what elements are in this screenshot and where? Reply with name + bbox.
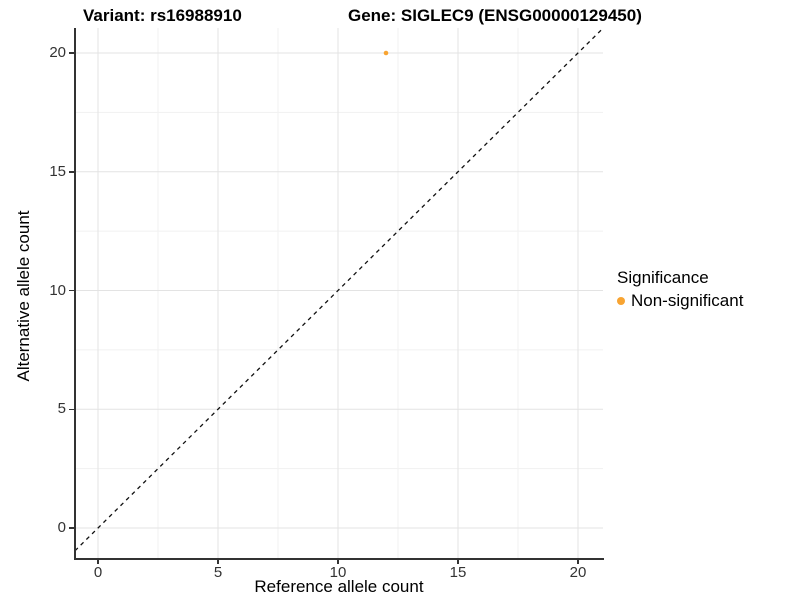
x-tick-mark	[577, 559, 579, 564]
y-tick-label: 15	[49, 162, 66, 180]
x-axis-line	[74, 558, 604, 560]
y-tick-label: 10	[49, 281, 66, 299]
x-tick-label: 15	[449, 564, 467, 581]
x-tick-mark	[97, 559, 99, 564]
legend-title: Significance	[617, 268, 709, 287]
y-axis-line	[74, 28, 76, 559]
x-axis-title: Reference allele count	[254, 577, 424, 596]
y-tick-mark	[69, 289, 74, 292]
x-tick-mark	[457, 559, 459, 564]
legend-items: Non-significant	[617, 291, 743, 311]
y-tick-label: 5	[57, 400, 66, 418]
plot-title-variant: Variant: rs16988910	[83, 6, 242, 25]
y-tick-mark	[69, 527, 74, 529]
x-tick-mark	[217, 559, 219, 564]
x-tick-label: 0	[93, 564, 103, 581]
x-tick-label: 10	[329, 564, 347, 581]
y-tick-mark	[69, 408, 74, 410]
x-tick-label: 5	[213, 564, 223, 581]
y-tick-label: 0	[57, 519, 66, 536]
y-tick-mark	[69, 52, 74, 54]
plot-panel	[74, 27, 604, 558]
y-tick-label: 20	[49, 44, 66, 61]
x-tick-label: 20	[569, 564, 587, 581]
y-axis-title: Alternative allele count	[14, 210, 33, 382]
legend-key-dot-icon	[617, 297, 625, 305]
plot-title-gene: Gene: SIGLEC9 (ENSG00000129450)	[348, 6, 642, 25]
legend-item-label: Non-significant	[631, 291, 744, 310]
identity-reference-line	[74, 27, 604, 552]
plot-canvas	[74, 27, 604, 558]
y-tick-mark	[69, 171, 74, 173]
legend: Significance Non-significant	[617, 268, 743, 311]
legend-item: Non-significant	[617, 291, 743, 311]
data-point	[383, 50, 389, 56]
x-tick-mark	[337, 559, 339, 564]
